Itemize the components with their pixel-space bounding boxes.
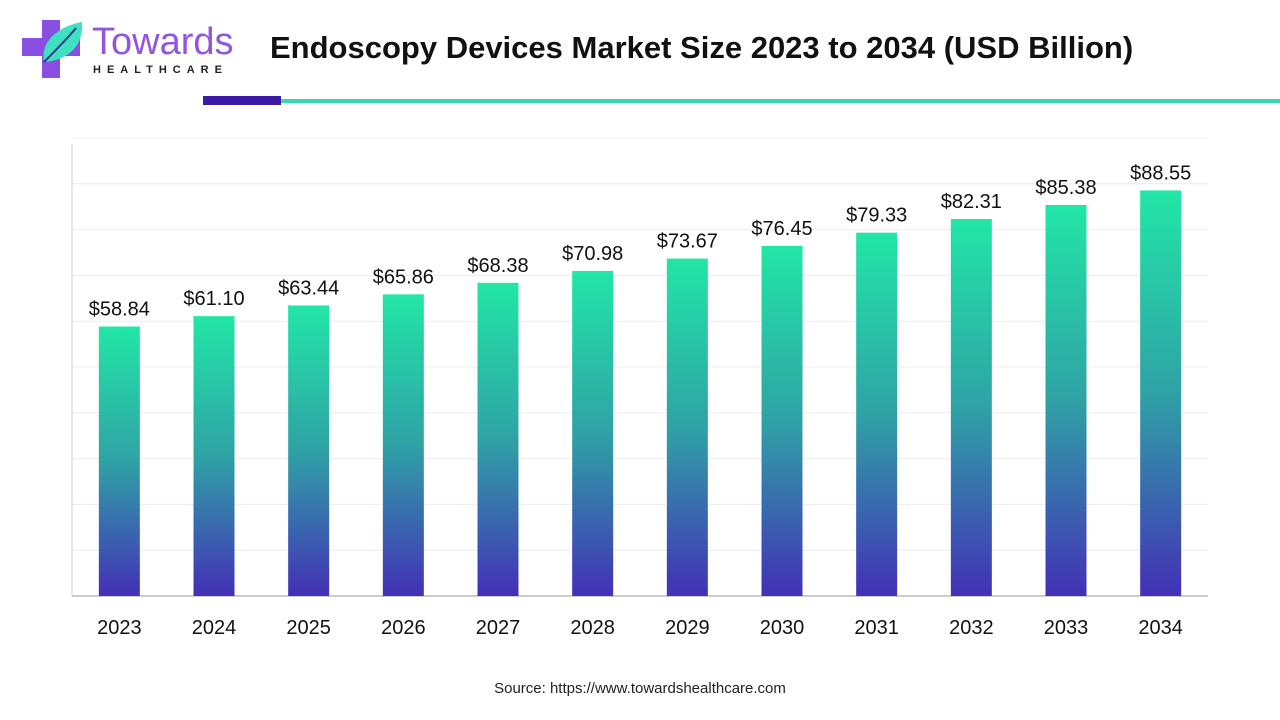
- data-label: $88.55: [1130, 162, 1191, 184]
- bar-2033: [1045, 204, 1087, 596]
- data-label: $70.98: [562, 243, 623, 265]
- bar-2029: [666, 258, 708, 596]
- bar-2034: [1140, 190, 1182, 597]
- x-tick-label: 2028: [570, 617, 615, 639]
- data-label: $68.38: [467, 255, 528, 277]
- bar-2023: [98, 326, 140, 596]
- x-tick-label: 2025: [286, 617, 331, 639]
- data-label: $79.33: [846, 205, 907, 227]
- x-tick-label: 2023: [97, 617, 142, 639]
- medical-cross-leaf-icon: [22, 20, 83, 78]
- bar-2028: [572, 270, 614, 596]
- data-label: $73.67: [657, 231, 718, 253]
- bar-2030: [761, 245, 803, 596]
- data-label: $85.38: [1035, 177, 1096, 199]
- data-label: $58.84: [89, 299, 150, 321]
- title-underline-dark: [203, 96, 281, 105]
- x-tick-label: 2027: [476, 617, 521, 639]
- source-note: Source: https://www.towardshealthcare.co…: [494, 680, 786, 697]
- x-tick-label: 2026: [381, 617, 426, 639]
- chart-title: Endoscopy Devices Market Size 2023 to 20…: [270, 30, 1134, 65]
- x-tick-label: 2032: [949, 617, 994, 639]
- bar-2031: [856, 232, 898, 597]
- logo-subtitle: HEALTHCARE: [93, 64, 228, 76]
- x-tick-label: 2034: [1138, 617, 1183, 639]
- bar-2024: [193, 316, 235, 596]
- x-tick-label: 2033: [1044, 617, 1089, 639]
- bar-2027: [477, 282, 519, 596]
- x-tick-label: 2031: [854, 617, 899, 639]
- bar-2025: [288, 305, 330, 596]
- logo: Towards HEALTHCARE: [20, 18, 234, 80]
- title-underline-teal: [281, 99, 1280, 103]
- data-label: $82.31: [941, 191, 1002, 213]
- data-label: $76.45: [751, 218, 812, 240]
- x-tick-label: 2030: [760, 617, 805, 639]
- x-tick-label: 2029: [665, 617, 710, 639]
- data-label: $61.10: [183, 288, 244, 310]
- bar-2026: [382, 294, 424, 596]
- data-label: $65.86: [373, 266, 434, 288]
- data-label: $63.44: [278, 277, 339, 299]
- logo-wordmark: Towards: [92, 21, 234, 63]
- bar-2032: [950, 219, 992, 596]
- x-tick-label: 2024: [192, 617, 237, 639]
